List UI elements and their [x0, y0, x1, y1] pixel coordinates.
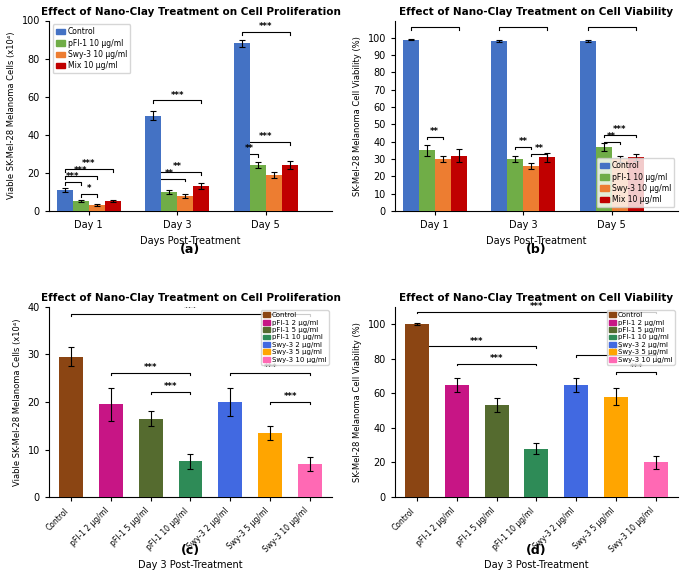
Bar	[177, 196, 193, 211]
Bar	[138, 418, 162, 497]
Title: Effect of Nano-Clay Treatment on Cell Proliferation: Effect of Nano-Clay Treatment on Cell Pr…	[40, 293, 340, 303]
Y-axis label: SK-Mel-28 Melanoma Cell Viability (%): SK-Mel-28 Melanoma Cell Viability (%)	[353, 322, 362, 482]
Text: **: **	[519, 137, 527, 146]
Bar	[145, 116, 161, 211]
Bar	[105, 201, 121, 211]
Bar	[282, 165, 297, 211]
Text: ***: ***	[66, 173, 79, 181]
Bar	[266, 175, 282, 211]
Text: ***: ***	[470, 336, 484, 346]
Text: ***: ***	[284, 392, 297, 401]
Bar	[250, 165, 266, 211]
Bar	[564, 385, 588, 497]
Y-axis label: Viable SK-Mel-28 Melanoma Cells (x10⁴): Viable SK-Mel-28 Melanoma Cells (x10⁴)	[7, 32, 16, 200]
Text: ***: ***	[164, 383, 177, 391]
Bar	[580, 42, 596, 211]
Bar	[161, 192, 177, 211]
Text: (c): (c)	[181, 544, 200, 557]
Bar	[523, 166, 539, 211]
Bar	[193, 186, 209, 211]
Bar	[508, 159, 523, 211]
Title: Effect of Nano-Clay Treatment on Cell Viability: Effect of Nano-Clay Treatment on Cell Vi…	[399, 7, 673, 17]
Text: ***: ***	[613, 125, 626, 134]
Bar	[451, 156, 466, 211]
Y-axis label: Viable SK-Mel-28 Melanoma Cells (x10⁴): Viable SK-Mel-28 Melanoma Cells (x10⁴)	[13, 318, 22, 486]
Text: ***: ***	[428, 17, 441, 27]
Legend: Control, pFI-1 2 μg/ml, pFI-1 5 μg/ml, pFI-1 10 μg/ml, Swy-3 2 μg/ml, Swy-3 5 μg: Control, pFI-1 2 μg/ml, pFI-1 5 μg/ml, p…	[261, 310, 329, 365]
Legend: Control, pFI-1 10 μg/ml, Swy-3 10 μg/ml, Mix 10 μg/ml: Control, pFI-1 10 μg/ml, Swy-3 10 μg/ml,…	[53, 24, 130, 73]
Bar	[73, 201, 89, 211]
Text: ***: ***	[74, 166, 88, 175]
Bar	[491, 42, 508, 211]
Text: ***: ***	[171, 91, 184, 100]
Text: ***: ***	[530, 302, 543, 311]
Bar	[298, 464, 322, 497]
Text: **: **	[245, 144, 254, 153]
Bar	[604, 397, 628, 497]
X-axis label: Day 3 Post-Treatment: Day 3 Post-Treatment	[138, 560, 242, 570]
Bar	[99, 404, 123, 497]
Bar	[258, 433, 282, 497]
Bar	[219, 402, 242, 497]
Text: ***: ***	[144, 364, 158, 372]
Y-axis label: SK-Mel-28 Melanoma Cell Viability (%): SK-Mel-28 Melanoma Cell Viability (%)	[353, 36, 362, 196]
Bar	[644, 463, 668, 497]
Bar	[89, 205, 105, 211]
Bar	[525, 449, 549, 497]
Bar	[445, 385, 469, 497]
Bar	[484, 406, 508, 497]
Bar	[405, 324, 429, 497]
Bar	[419, 151, 435, 211]
Text: **: **	[607, 132, 616, 141]
X-axis label: Days Post-Treatment: Days Post-Treatment	[486, 235, 587, 246]
Bar	[627, 158, 643, 211]
Text: ***: ***	[605, 17, 619, 27]
Bar	[539, 158, 555, 211]
Legend: Control, pFI-1 10 μg/ml, Swy-3 10 μg/ml, Mix 10 μg/ml: Control, pFI-1 10 μg/ml, Swy-3 10 μg/ml,…	[597, 158, 674, 207]
Text: **: **	[165, 168, 174, 178]
Text: **: **	[173, 162, 182, 171]
Text: (b): (b)	[526, 243, 547, 256]
Text: (a): (a)	[180, 243, 201, 256]
Text: (d): (d)	[526, 544, 547, 557]
Text: ***: ***	[82, 159, 95, 168]
Text: ***: ***	[264, 364, 277, 372]
Title: Effect of Nano-Clay Treatment on Cell Proliferation: Effect of Nano-Clay Treatment on Cell Pr…	[40, 7, 340, 17]
X-axis label: Day 3 Post-Treatment: Day 3 Post-Treatment	[484, 560, 589, 570]
Text: ***: ***	[259, 22, 273, 31]
Text: **: **	[430, 126, 439, 136]
X-axis label: Days Post-Treatment: Days Post-Treatment	[140, 235, 240, 246]
Text: ***: ***	[610, 345, 623, 354]
Bar	[179, 462, 203, 497]
Text: ***: ***	[184, 304, 197, 313]
Bar	[596, 147, 612, 211]
Bar	[57, 190, 73, 211]
Bar	[435, 159, 451, 211]
Bar	[59, 357, 83, 497]
Bar	[403, 40, 419, 211]
Title: Effect of Nano-Clay Treatment on Cell Viability: Effect of Nano-Clay Treatment on Cell Vi…	[399, 293, 673, 303]
Text: ***: ***	[630, 362, 643, 372]
Bar	[234, 43, 250, 211]
Text: *: *	[86, 184, 91, 193]
Bar	[612, 159, 627, 211]
Text: ***: ***	[516, 17, 530, 27]
Text: **: **	[534, 144, 544, 153]
Legend: Control, pFI-1 2 μg/ml, pFI-1 5 μg/ml, pFI-1 10 μg/ml, Swy-3 2 μg/ml, Swy-3 5 μg: Control, pFI-1 2 μg/ml, pFI-1 5 μg/ml, p…	[607, 310, 675, 365]
Text: ***: ***	[259, 133, 273, 141]
Text: ***: ***	[490, 354, 503, 363]
